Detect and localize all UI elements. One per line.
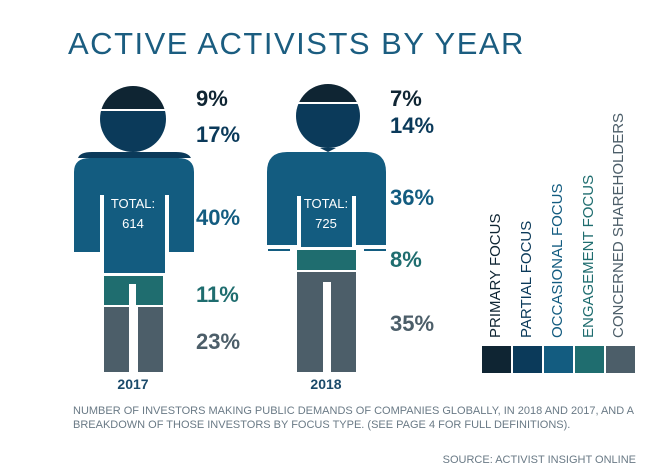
segment-2018-occasional [267, 152, 386, 247]
pct-2017-occasional: 40% [196, 205, 241, 230]
legend-label-occasional: OCCASIONAL FOCUS [549, 183, 566, 338]
legend-swatch-primary [482, 346, 511, 373]
segment-2017-engagement [104, 276, 163, 305]
pct-2017-engagement: 11% [196, 282, 239, 307]
segment-2018-partial-head [296, 104, 360, 148]
segment-2017-primary [100, 86, 166, 109]
pct-2018-occasional: 36% [390, 185, 435, 210]
pct-2018-engagement: 8% [390, 247, 422, 272]
legend-swatch-occasional [544, 346, 573, 373]
pct-2018-concerned: 35% [390, 311, 435, 336]
total-label-2018: TOTAL: [303, 196, 349, 211]
caption: NUMBER OF INVESTORS MAKING PUBLIC DEMAND… [73, 405, 634, 431]
segment-2018-engagement [297, 250, 356, 270]
total-label-2017: TOTAL: [110, 196, 156, 211]
figure-2017 [74, 86, 194, 372]
total-value-2017: 614 [122, 216, 144, 231]
total-value-2018: 725 [315, 216, 337, 231]
segment-2017-occasional [74, 158, 194, 273]
segment-2018-occasional-ledge-right [364, 249, 386, 251]
pct-2018-partial: 14% [390, 113, 435, 138]
legend-label-concerned: CONCERNED SHAREHOLDERS [610, 112, 627, 338]
legend-label-primary: PRIMARY FOCUS [487, 213, 504, 338]
chart-title: ACTIVE ACTIVISTS BY YEAR [68, 26, 525, 61]
year-label-2017: 2017 [117, 376, 149, 392]
pct-2017-partial: 17% [196, 122, 241, 147]
legend-swatch-engagement [575, 346, 604, 373]
pct-2018-primary: 7% [390, 86, 422, 111]
source-note: SOURCE: ACTIVIST INSIGHT ONLINE [442, 454, 636, 466]
legend-swatch-partial [513, 346, 542, 373]
segment-2017-concerned-right [138, 307, 163, 372]
segment-2018-concerned [297, 272, 356, 372]
pct-2017-primary: 9% [196, 86, 228, 111]
segment-2017-concerned-left [104, 307, 129, 372]
segment-2018-primary [296, 84, 360, 102]
legend-label-partial: PARTIAL FOCUS [518, 220, 535, 338]
legend-label-engagement: ENGAGEMENT FOCUS [580, 174, 597, 338]
segment-2018-occasional-ledge-left [268, 249, 290, 251]
legend-swatch-concerned [606, 346, 635, 373]
pct-2017-concerned: 23% [196, 329, 241, 354]
segment-2017-partial-shoulders [78, 152, 191, 158]
segment-2017-partial-head [100, 111, 166, 152]
segment-2018-partial-neck [320, 148, 336, 152]
year-label-2018: 2018 [310, 376, 342, 392]
